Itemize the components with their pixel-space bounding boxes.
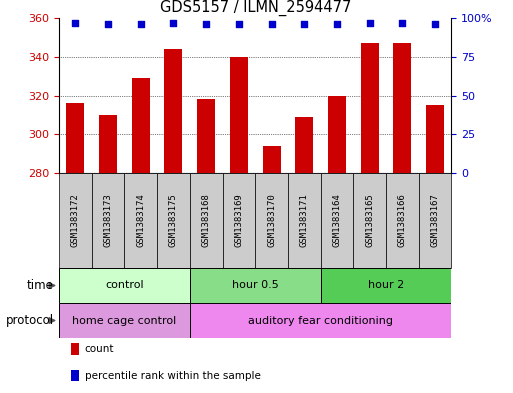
Text: GSM1383169: GSM1383169 bbox=[234, 194, 243, 247]
Text: GSM1383170: GSM1383170 bbox=[267, 194, 276, 247]
Point bbox=[431, 21, 439, 28]
Text: GSM1383167: GSM1383167 bbox=[430, 194, 440, 247]
Point bbox=[333, 21, 341, 28]
Point bbox=[366, 20, 374, 26]
Point bbox=[267, 21, 275, 28]
Bar bbox=[132, 78, 150, 173]
Text: GSM1383172: GSM1383172 bbox=[71, 194, 80, 247]
Bar bbox=[288, 173, 321, 268]
Bar bbox=[157, 173, 190, 268]
Point bbox=[136, 21, 145, 28]
Bar bbox=[59, 303, 190, 338]
Text: GSM1383175: GSM1383175 bbox=[169, 194, 178, 247]
Bar bbox=[393, 43, 411, 173]
Bar bbox=[92, 173, 125, 268]
Bar bbox=[230, 57, 248, 173]
Text: count: count bbox=[85, 344, 114, 354]
Text: GSM1383171: GSM1383171 bbox=[300, 194, 309, 247]
Point bbox=[398, 20, 406, 26]
Text: GSM1383164: GSM1383164 bbox=[332, 194, 342, 247]
Bar bbox=[386, 173, 419, 268]
Bar bbox=[361, 43, 379, 173]
Text: GSM1383173: GSM1383173 bbox=[104, 194, 112, 247]
Bar bbox=[197, 99, 215, 173]
Text: percentile rank within the sample: percentile rank within the sample bbox=[85, 371, 261, 381]
Bar bbox=[328, 95, 346, 173]
Bar bbox=[321, 268, 451, 303]
Text: GSM1383174: GSM1383174 bbox=[136, 194, 145, 247]
Text: auditory fear conditioning: auditory fear conditioning bbox=[248, 316, 393, 325]
Point bbox=[169, 20, 177, 26]
Bar bbox=[71, 370, 80, 382]
Bar bbox=[190, 173, 223, 268]
Bar bbox=[353, 173, 386, 268]
Bar bbox=[295, 117, 313, 173]
Text: protocol: protocol bbox=[6, 314, 54, 327]
Text: GSM1383168: GSM1383168 bbox=[202, 194, 211, 247]
Bar bbox=[426, 105, 444, 173]
Bar bbox=[66, 103, 84, 173]
Bar bbox=[99, 115, 117, 173]
Bar bbox=[419, 173, 451, 268]
Point bbox=[71, 20, 80, 26]
Text: GSM1383166: GSM1383166 bbox=[398, 194, 407, 247]
Text: control: control bbox=[105, 281, 144, 290]
Bar bbox=[190, 268, 321, 303]
Point bbox=[235, 21, 243, 28]
Bar bbox=[321, 173, 353, 268]
Text: hour 2: hour 2 bbox=[368, 281, 404, 290]
Bar bbox=[255, 173, 288, 268]
Text: time: time bbox=[27, 279, 54, 292]
Bar bbox=[59, 173, 92, 268]
Point bbox=[300, 21, 308, 28]
Text: home cage control: home cage control bbox=[72, 316, 176, 325]
Bar bbox=[190, 303, 451, 338]
Point bbox=[104, 21, 112, 28]
Bar bbox=[223, 173, 255, 268]
Text: GDS5157 / ILMN_2594477: GDS5157 / ILMN_2594477 bbox=[160, 0, 351, 16]
Bar bbox=[263, 146, 281, 173]
Text: GSM1383165: GSM1383165 bbox=[365, 194, 374, 247]
Bar bbox=[59, 268, 190, 303]
Bar bbox=[165, 49, 183, 173]
Point bbox=[202, 21, 210, 28]
Bar bbox=[71, 343, 80, 355]
Bar bbox=[124, 173, 157, 268]
Text: hour 0.5: hour 0.5 bbox=[232, 281, 279, 290]
